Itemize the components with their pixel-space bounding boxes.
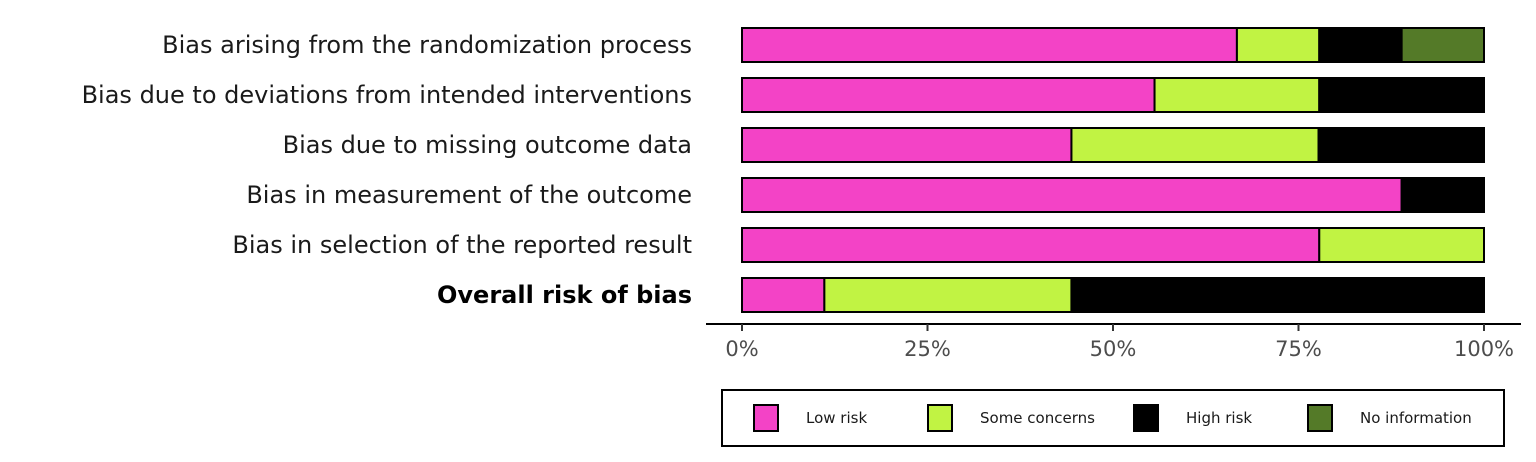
x-tick-label: 50% xyxy=(1090,337,1137,361)
category-label-overall-risk-of-bias: Overall risk of bias xyxy=(437,281,692,309)
category-label-bias-in-measurement-of-the-outcome: Bias in measurement of the outcome xyxy=(246,181,692,209)
legend-key-no-information xyxy=(1307,404,1333,432)
bar-segment-high-risk-row-6 xyxy=(1070,277,1485,313)
bar-segment-low-risk-row-2 xyxy=(741,77,1156,113)
bar-segment-some-concerns-row-6 xyxy=(823,277,1073,313)
bar-segment-no-information-row-1 xyxy=(1400,27,1485,63)
x-tick-label: 75% xyxy=(1275,337,1322,361)
bar-segment-low-risk-row-4 xyxy=(741,177,1403,213)
x-axis: 0% 25% 50% 75% 100% xyxy=(706,323,1521,361)
legend-box xyxy=(721,389,1505,447)
legend-label-no-information: No information xyxy=(1360,409,1472,427)
x-tick-label: 100% xyxy=(1454,337,1514,361)
bar-segment-low-risk-row-6 xyxy=(741,277,826,313)
legend: Low risk Some concerns High risk No informa… xyxy=(721,389,1505,447)
legend-label-high-risk: High risk xyxy=(1186,409,1252,427)
bar-segment-low-risk-row-3 xyxy=(741,127,1073,163)
category-label-bias-due-to-deviations-from-intended-interventions: Bias due to deviations from intended int… xyxy=(82,81,692,109)
category-labels: Bias arising from the randomization proc… xyxy=(82,31,692,309)
legend-key-low-risk xyxy=(753,404,779,432)
legend-label-some-concerns: Some concerns xyxy=(980,409,1095,427)
bars xyxy=(741,27,1486,313)
legend-label-low-risk: Low risk xyxy=(806,409,867,427)
legend-key-some-concerns xyxy=(927,404,953,432)
x-tick-label: 25% xyxy=(904,337,951,361)
category-label-bias-due-to-missing-outcome-data: Bias due to missing outcome data xyxy=(283,131,692,159)
bar-segment-low-risk-row-5 xyxy=(741,227,1321,263)
bar-segment-low-risk-row-1 xyxy=(741,27,1238,63)
bar-segment-some-concerns-row-5 xyxy=(1318,227,1485,263)
bar-segment-high-risk-row-4 xyxy=(1400,177,1485,213)
bar-segment-high-risk-row-2 xyxy=(1318,77,1485,113)
bar-segment-some-concerns-row-1 xyxy=(1235,27,1321,63)
category-label-bias-arising-from-the-randomization-process: Bias arising from the randomization proc… xyxy=(162,31,692,59)
x-tick-label: 0% xyxy=(725,337,758,361)
legend-key-high-risk xyxy=(1133,404,1159,432)
category-label-bias-in-selection-of-the-reported-result: Bias in selection of the reported result xyxy=(232,231,692,259)
bar-segment-some-concerns-row-3 xyxy=(1070,127,1320,163)
bar-segment-high-risk-row-3 xyxy=(1317,127,1486,163)
bar-segment-some-concerns-row-2 xyxy=(1153,77,1321,113)
bar-segment-high-risk-row-1 xyxy=(1318,27,1403,63)
